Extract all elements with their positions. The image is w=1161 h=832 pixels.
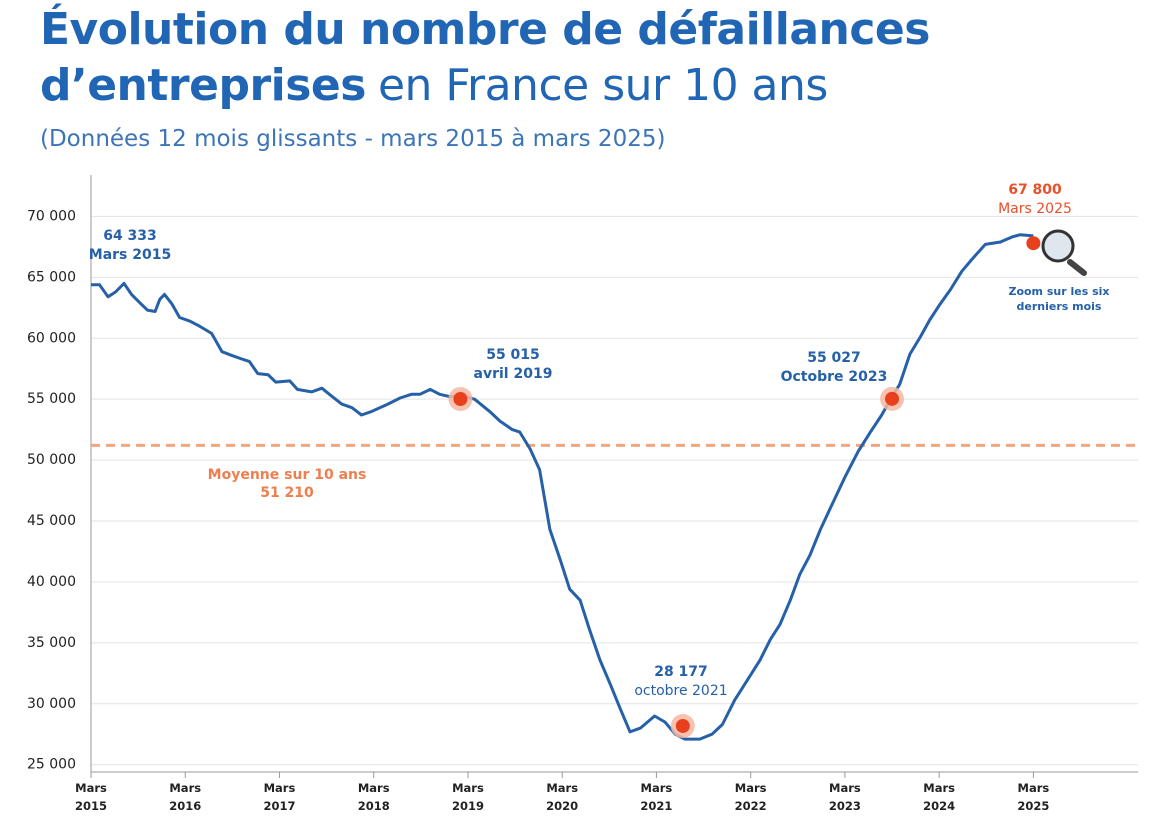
annotation-marker (1026, 236, 1041, 251)
x-tick-label: Mars 2025 (1017, 781, 1050, 813)
title-line-2: d’entreprises en France sur 10 ans (40, 60, 828, 111)
annotation-date: octobre 2021 (634, 683, 727, 699)
x-tick-label: Mars 2020 (546, 781, 579, 813)
annotation-date: Mars 2025 (998, 201, 1072, 217)
y-tick-label: 25 000 (27, 757, 76, 773)
x-tick-label: Mars 2019 (451, 781, 484, 813)
x-tick-label: Mars 2022 (734, 781, 767, 813)
x-tick-label: Mars 2017 (263, 781, 296, 813)
y-tick-label: 45 000 (27, 513, 76, 529)
annotation-value: 55 015 (486, 347, 540, 363)
x-tick-label: Mars 2016 (169, 781, 202, 813)
annotation-date: Octobre 2023 (781, 369, 888, 385)
y-tick-label: 30 000 (27, 696, 76, 712)
y-tick-label: 60 000 (27, 330, 76, 346)
x-tick-label: Mars 2023 (828, 781, 861, 813)
x-tick-label: Mars 2018 (357, 781, 390, 813)
x-tick-label: Mars 2024 (923, 781, 956, 813)
annotation-marker (675, 718, 690, 733)
series-line (91, 233, 1034, 741)
zoom-icon[interactable] (1041, 229, 1087, 276)
y-tick-label: 70 000 (27, 208, 76, 224)
title-bold: d’entreprises (40, 60, 366, 111)
annotation-date: Mars 2015 (89, 247, 171, 263)
average-label: Moyenne sur 10 ans (208, 467, 367, 483)
y-tick-label: 40 000 (27, 574, 76, 590)
annotation-value: 28 177 (654, 664, 708, 680)
annotation-value: 55 027 (807, 350, 861, 366)
y-tick-label: 35 000 (27, 635, 76, 651)
annotation-marker (453, 391, 468, 406)
title-line-1: Évolution du nombre de défaillances (40, 4, 930, 55)
annotation-value: 67 800 (1008, 182, 1062, 198)
magnifier-lens (1041, 229, 1075, 263)
title-rest: en France sur 10 ans (377, 60, 828, 111)
zoom-label[interactable]: Zoom sur les six derniers mois (1008, 285, 1110, 313)
y-tick-label: 55 000 (27, 391, 76, 407)
y-tick-label: 65 000 (27, 269, 76, 285)
y-tick-label: 50 000 (27, 452, 76, 468)
magnifier-handle (1067, 259, 1087, 276)
annotation-marker (885, 391, 900, 406)
annotation-date: avril 2019 (474, 366, 553, 382)
x-tick-label: Mars 2015 (74, 781, 107, 813)
subtitle: (Données 12 mois glissants - mars 2015 à… (40, 126, 666, 152)
annotation-value: 64 333 (103, 228, 157, 244)
x-tick-label: Mars 2021 (640, 781, 673, 813)
average-value-label: 51 210 (260, 485, 314, 501)
